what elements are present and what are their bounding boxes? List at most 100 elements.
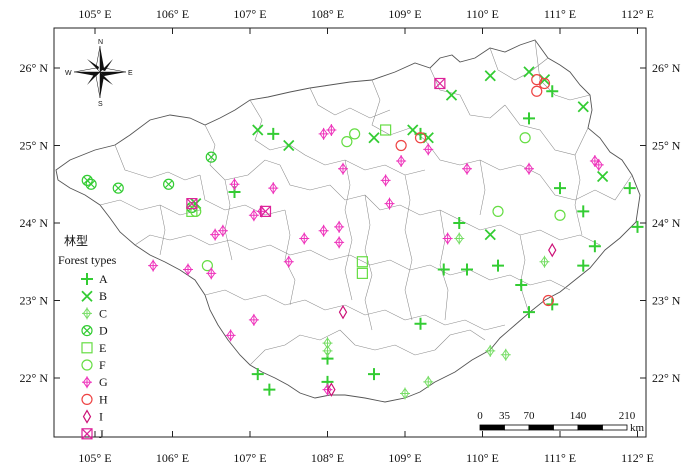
- site-marker-e: [186, 205, 198, 217]
- legend-label-b: B: [99, 289, 107, 303]
- site-marker-b: [596, 170, 609, 183]
- lon-label-top: 111° E: [544, 7, 576, 21]
- legend-label-e: E: [99, 341, 106, 355]
- lat-label-left: 22° N: [20, 371, 49, 385]
- site-marker-b: [484, 70, 496, 82]
- lon-label-bottom: 111° E: [544, 451, 576, 465]
- site-marker-a: [523, 306, 535, 319]
- legend-label-a: A: [99, 272, 108, 286]
- lat-label-right: 23° N: [652, 294, 681, 308]
- compass-w: W: [65, 70, 72, 77]
- scale-label: 0: [477, 410, 483, 422]
- site-marker-g: [334, 220, 345, 233]
- site-marker-c: [454, 232, 465, 245]
- lat-label-left: 25° N: [20, 139, 49, 153]
- site-marker-g: [148, 259, 159, 272]
- legend-symbol-j: [81, 428, 93, 440]
- site-marker-e: [356, 256, 368, 268]
- lon-label-top: 106° E: [156, 7, 189, 21]
- legend-label-f: F: [99, 358, 106, 372]
- site-marker-a: [492, 259, 504, 272]
- site-marker-c: [400, 387, 410, 400]
- site-marker-j: [186, 198, 198, 210]
- compass-n: N: [98, 39, 103, 46]
- site-marker-g: [217, 224, 228, 237]
- site-marker-c: [500, 348, 511, 361]
- map-frame: [53, 27, 647, 438]
- site-marker-h: [531, 85, 543, 97]
- legend-symbol-f: [81, 359, 93, 371]
- scale-label: 70: [524, 410, 536, 422]
- scale-label: 35: [499, 410, 511, 422]
- site-marker-g: [384, 197, 395, 210]
- site-marker-g: [225, 329, 236, 342]
- site-marker-g: [283, 255, 294, 268]
- legend-label-h: H: [99, 392, 108, 406]
- site-marker-g: [442, 232, 453, 245]
- lat-label-left: 23° N: [20, 294, 49, 308]
- site-marker-a: [437, 263, 450, 276]
- site-marker-f: [492, 205, 504, 217]
- site-marker-b: [283, 139, 295, 152]
- site-marker-f: [190, 205, 202, 217]
- legend-symbol-c: [82, 307, 92, 320]
- site-markers: [81, 66, 644, 400]
- legend-symbol-a: [81, 273, 93, 285]
- site-marker-j: [434, 77, 446, 90]
- site-marker-b: [407, 124, 419, 136]
- site-marker-e: [380, 124, 392, 136]
- legend-symbol-g: [82, 376, 92, 389]
- site-marker-f: [554, 209, 566, 221]
- site-marker-g: [318, 127, 329, 140]
- legend-symbol-e: [81, 342, 93, 354]
- site-marker-a: [263, 383, 276, 396]
- lon-label-top: 110° E: [466, 7, 499, 21]
- scale-label: 210: [619, 410, 636, 422]
- lat-label-right: 22° N: [652, 371, 681, 385]
- legend-label-d: D: [99, 324, 108, 338]
- site-marker-f: [519, 132, 531, 144]
- site-marker-g: [423, 143, 434, 156]
- site-marker-i: [327, 382, 336, 397]
- lon-label-top: 107° E: [233, 7, 266, 21]
- legend-title-cn: 林型: [64, 234, 88, 248]
- site-marker-c: [322, 344, 333, 357]
- site-marker-g: [396, 155, 407, 167]
- scale-label: 140: [570, 410, 587, 422]
- site-marker-h: [395, 139, 407, 152]
- site-marker-a: [461, 263, 473, 276]
- compass-e: E: [128, 70, 133, 77]
- lon-label-top: 112° E: [621, 7, 654, 21]
- lon-label-bottom: 105° E: [78, 451, 111, 465]
- lon-label-bottom: 109° E: [388, 451, 421, 465]
- compass-rose: N S E W: [65, 39, 133, 108]
- lat-label-right: 24° N: [652, 216, 681, 230]
- legend-title-en: Forest types: [58, 253, 117, 267]
- lon-label-top: 108° E: [311, 7, 344, 21]
- lat-label-left: 24° N: [20, 216, 49, 230]
- lon-label-bottom: 108° E: [311, 451, 344, 465]
- lat-label-right: 25° N: [652, 139, 681, 153]
- legend-label-c: C: [99, 306, 107, 320]
- site-marker-f: [201, 260, 213, 272]
- site-marker-d: [205, 151, 217, 163]
- site-marker-g: [206, 267, 217, 280]
- site-marker-g: [524, 162, 534, 175]
- site-marker-g: [268, 182, 279, 195]
- site-marker-a: [515, 279, 528, 291]
- site-marker-h: [538, 77, 551, 90]
- site-marker-g: [248, 209, 259, 222]
- site-marker-g: [229, 178, 240, 191]
- legend-label-g: G: [99, 375, 108, 389]
- site-marker-b: [484, 228, 496, 241]
- site-marker-g: [299, 232, 310, 245]
- site-marker-d: [112, 182, 124, 194]
- site-marker-f: [341, 136, 353, 148]
- site-marker-g: [380, 174, 391, 187]
- legend-symbol-i: [82, 409, 92, 424]
- site-marker-c: [485, 344, 496, 357]
- legend-symbol-h: [81, 393, 93, 405]
- site-marker-g: [183, 263, 193, 276]
